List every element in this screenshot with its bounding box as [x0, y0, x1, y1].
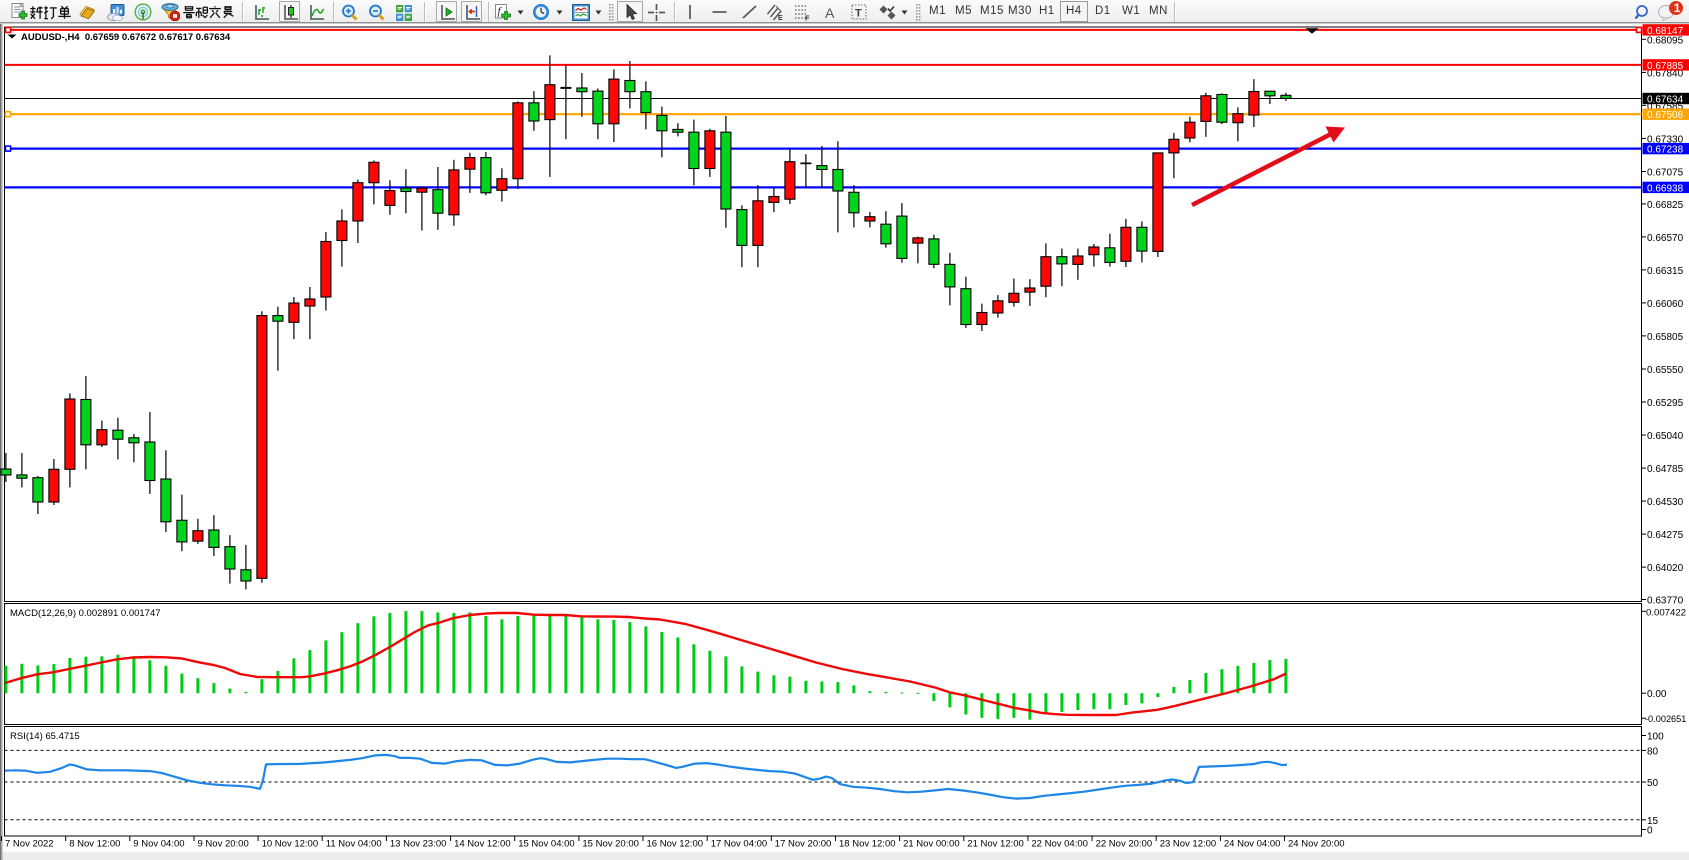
svg-text:0.68095: 0.68095 [1647, 35, 1684, 46]
svg-text:9 Nov 04:00: 9 Nov 04:00 [133, 839, 184, 850]
svg-text:f: f [498, 5, 503, 17]
svg-text:0.66315: 0.66315 [1647, 266, 1684, 277]
svg-text:15: 15 [1647, 816, 1659, 827]
svg-text:AUDUSD-,H4 0.67659 0.67672 0.: AUDUSD-,H4 0.67659 0.67672 0.67617 0.676… [21, 32, 231, 43]
svg-text:E: E [778, 15, 783, 21]
svg-text:0.66938: 0.66938 [1647, 183, 1684, 194]
svg-text:13 Nov 23:00: 13 Nov 23:00 [390, 839, 447, 850]
svg-text:17 Nov 20:00: 17 Nov 20:00 [775, 839, 832, 850]
svg-text:RSI(14) 65.4715: RSI(14) 65.4715 [10, 731, 80, 742]
svg-text:9 Nov 20:00: 9 Nov 20:00 [198, 839, 249, 850]
svg-text:15 Nov 04:00: 15 Nov 04:00 [518, 839, 575, 850]
svg-text:0.67840: 0.67840 [1647, 68, 1684, 79]
svg-text:MACD(12,26,9) 0.002891 0.00174: MACD(12,26,9) 0.002891 0.001747 [10, 608, 161, 619]
svg-text:0.65295: 0.65295 [1647, 398, 1684, 409]
svg-text:24 Nov 04:00: 24 Nov 04:00 [1224, 839, 1281, 850]
svg-text:0.64275: 0.64275 [1647, 530, 1684, 541]
svg-text:10 Nov 12:00: 10 Nov 12:00 [262, 839, 319, 850]
svg-text:14 Nov 12:00: 14 Nov 12:00 [454, 839, 511, 850]
svg-text:A: A [825, 5, 835, 20]
svg-text:0: 0 [1647, 826, 1653, 837]
svg-text:0.66060: 0.66060 [1647, 299, 1684, 310]
svg-text:0.67885: 0.67885 [1647, 61, 1684, 72]
svg-text:22 Nov 20:00: 22 Nov 20:00 [1096, 839, 1153, 850]
svg-text:F: F [805, 13, 810, 21]
svg-text:8 Nov 12:00: 8 Nov 12:00 [69, 839, 120, 850]
svg-text:21 Nov 00:00: 21 Nov 00:00 [903, 839, 960, 850]
svg-text:0.64785: 0.64785 [1647, 464, 1684, 475]
svg-text:15 Nov 20:00: 15 Nov 20:00 [582, 839, 639, 850]
svg-text:7 Nov 2022: 7 Nov 2022 [5, 839, 54, 850]
svg-text:0.67508: 0.67508 [1647, 110, 1684, 121]
svg-text:0.67238: 0.67238 [1647, 145, 1684, 156]
svg-text:0.68147: 0.68147 [1647, 26, 1684, 37]
svg-text:0.67330: 0.67330 [1647, 134, 1684, 145]
svg-text:0.64530: 0.64530 [1647, 497, 1684, 508]
svg-text:0.66825: 0.66825 [1647, 200, 1684, 211]
svg-text:80: 80 [1647, 746, 1659, 757]
svg-text:22 Nov 04:00: 22 Nov 04:00 [1031, 839, 1088, 850]
svg-text:0.65040: 0.65040 [1647, 431, 1684, 442]
svg-text:T: T [855, 8, 862, 20]
svg-text:23 Nov 12:00: 23 Nov 12:00 [1160, 839, 1217, 850]
svg-text:-0.002651: -0.002651 [1645, 714, 1686, 724]
svg-text:11 Nov 04:00: 11 Nov 04:00 [326, 839, 382, 850]
svg-text:0.007422: 0.007422 [1646, 607, 1686, 618]
svg-text:1: 1 [1674, 1, 1681, 15]
svg-text:21 Nov 12:00: 21 Nov 12:00 [967, 839, 1024, 850]
svg-text:16 Nov 12:00: 16 Nov 12:00 [647, 839, 704, 850]
svg-text:0.63770: 0.63770 [1647, 596, 1684, 607]
svg-text:0.67634: 0.67634 [1647, 95, 1684, 106]
svg-text:0.65805: 0.65805 [1647, 332, 1684, 343]
svg-text:0.67585: 0.67585 [1647, 101, 1684, 112]
svg-text:0.66570: 0.66570 [1647, 233, 1684, 244]
svg-text:0.64020: 0.64020 [1647, 563, 1684, 574]
svg-text:0.67075: 0.67075 [1647, 168, 1684, 179]
svg-text:0.00: 0.00 [1647, 689, 1667, 700]
svg-text:18 Nov 12:00: 18 Nov 12:00 [839, 839, 896, 850]
svg-text:0.65550: 0.65550 [1647, 365, 1684, 376]
svg-text:24 Nov 20:00: 24 Nov 20:00 [1288, 839, 1345, 850]
svg-text:50: 50 [1647, 778, 1659, 789]
svg-text:100: 100 [1647, 732, 1664, 743]
svg-text:17 Nov 04:00: 17 Nov 04:00 [711, 839, 768, 850]
